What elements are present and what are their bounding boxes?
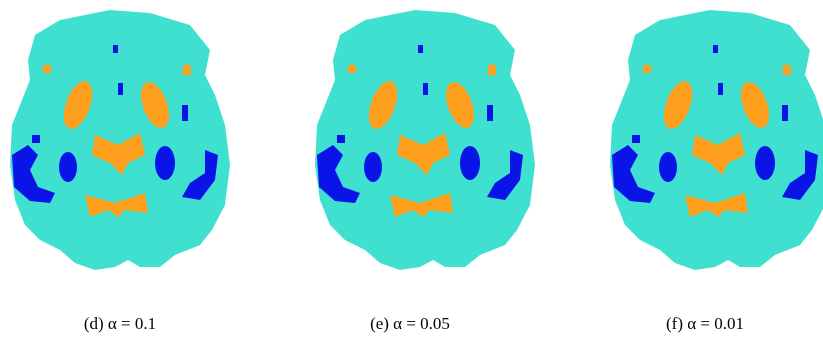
figure: (d) α = 0.1 (e) α = 0.05 (f) α = 0.01 xyxy=(0,0,823,352)
brain-map xyxy=(315,10,535,270)
caption: (d) α = 0.1 xyxy=(0,314,240,334)
brain-map xyxy=(10,10,230,270)
brain-maps xyxy=(0,0,823,300)
caption: (f) α = 0.01 xyxy=(585,314,823,334)
brain-map xyxy=(610,10,823,270)
caption: (e) α = 0.05 xyxy=(290,314,530,334)
